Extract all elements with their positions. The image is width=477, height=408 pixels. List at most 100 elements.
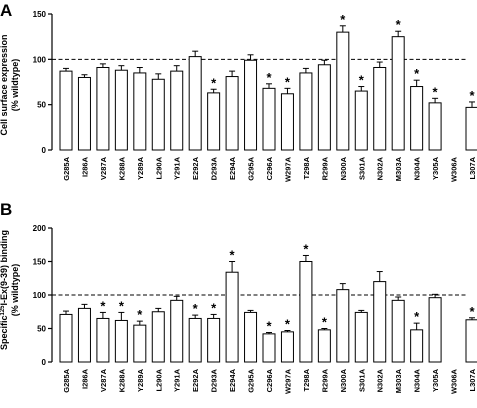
panel-a-y-tick-label: 50 [37,101,46,110]
panel-b-ylabel-specific: Specific [0,316,9,351]
panel-b-bar [428,297,442,363]
panel-b-bar [188,317,202,363]
panel-a-bar [151,78,165,151]
panel-b-ylabel-line1: Specific125I-Ex(9-39) binding [0,230,9,350]
panel-b-bar [410,329,424,363]
panel-b-bar [77,307,91,363]
panel-a-y-tick-label: 100 [33,55,47,64]
panel-b-category-label: N304A [413,368,422,392]
panel-b-significance-star: * [285,317,291,332]
panel-a-ylabel-line1: Cell surface expression [0,34,9,135]
panel-a-significance-star: * [211,75,217,90]
panel-b-bar [465,319,477,363]
panel-b-bar [354,311,368,363]
panel-a-category-label: D293A [210,156,219,180]
panel-b-category-label: G295A [247,368,256,392]
panel-a-significance-star: * [285,74,291,89]
panel-b-category-label: Y289A [136,368,145,392]
panel-a-category-label: C296A [265,156,274,180]
panel-b-category-label: E292A [191,368,200,392]
panel-b-significance-star: * [414,309,420,324]
panel-a-bar [280,93,294,151]
panel-a-chart: A Cell surface expression (% wildtype) 0… [0,1,477,182]
panel-b-bar [170,299,184,363]
panel-a-category-label: G285A [62,156,71,180]
panel-b-significance-star: * [230,248,236,263]
panel-b-category-label: M303A [394,368,403,393]
panel-a-category-label: T298A [302,156,311,179]
panel-a-significance-star: * [359,73,365,88]
panel-b-bar [225,271,239,363]
panel-a-category-label: Y305A [431,156,440,180]
panel-a-category-label: N300A [339,156,348,180]
panel-a-bar [428,102,442,151]
panel-b-significance-star: * [266,319,272,334]
panel-a-category-label: E294A [228,156,237,180]
panel-b-significance-star: * [137,307,143,322]
panel-b-significance-star: * [100,298,106,313]
panel-b-chart: B Specific125I-Ex(9-39) binding (% wildt… [0,200,477,394]
panel-a-bar [391,36,405,151]
panel-a-category-label: L307A [468,156,477,179]
panel-b-bar [299,261,313,363]
panel-a-bar [410,86,424,151]
panel-b-bar [373,281,387,363]
panel-b-bar [151,311,165,363]
panel-a-category-label: S301A [357,156,366,180]
panel-a-significance-star: * [340,12,346,27]
panel-b-significance-star: * [322,315,328,330]
panel-b-category-label: T298A [302,368,311,391]
panel-b-category-label: Y291A [173,368,182,392]
panel-a-bar [207,92,221,151]
panel-b-significance-star: * [119,298,125,313]
panel-a-ylabel-line2: (% wildtype) [10,59,20,112]
panel-a-bar [133,72,147,151]
panel-a-category-label: N302A [376,156,385,180]
panel-b-bar [59,313,73,363]
panel-a-bar [354,90,368,151]
panel-a-letter: A [0,1,12,20]
panel-b-ylabel-binding: I-Ex(9-39) binding [0,230,9,306]
panel-a-significance-star: * [433,84,439,99]
panel-b-bar [207,317,221,363]
panel-a-category-label: M303A [394,156,403,181]
panel-b-category-label: L307A [468,368,477,391]
panel-b-category-label: K288A [117,368,126,392]
panel-a-category-label: G295A [247,156,256,180]
panel-b-category-label: G285A [62,368,71,392]
panel-b-category-label: N302A [376,368,385,392]
panel-a-y-tick-label: 150 [33,10,47,19]
panel-a-category-label: N304A [413,156,422,180]
panel-b-ylabel-line2: (% wildtype) [10,264,20,317]
panel-b-significance-star: * [469,304,475,319]
panel-a-category-label: L290A [154,156,163,179]
panel-b-category-label: I286A [80,368,89,389]
panel-b-category-label: S301A [357,368,366,392]
panel-b-bar [391,299,405,363]
panel-b-bar [96,317,110,363]
panel-a-category-label: Y291A [173,156,182,180]
panel-b-category-label: V287A [99,368,108,392]
panel-b-significance-star: * [211,300,217,315]
panel-a-category-label: K288A [117,156,126,180]
panel-a-bar [225,76,239,151]
panel-a-bar [59,70,73,151]
panel-a-bar [96,66,110,151]
panel-a-category-label: W306A [450,156,459,182]
panel-b-y-tick-label: 50 [37,325,46,334]
panel-b-significance-star: * [303,241,309,256]
panel-a-bar [317,64,331,151]
panel-a-bar [465,106,477,151]
panel-b-category-label: D293A [210,368,219,392]
panel-a-bar [77,76,91,151]
panel-b-bar [133,324,147,363]
panel-a-bar [299,72,313,151]
panel-b-bar [262,333,276,363]
panel-a-y-tick-label: 0 [42,146,47,155]
panel-b-category-label: L290A [154,368,163,391]
panel-a-bar [170,70,184,151]
panel-a-bar [262,87,276,151]
panel-b-bar [114,319,128,363]
panel-b-category-label: W306A [450,368,459,394]
